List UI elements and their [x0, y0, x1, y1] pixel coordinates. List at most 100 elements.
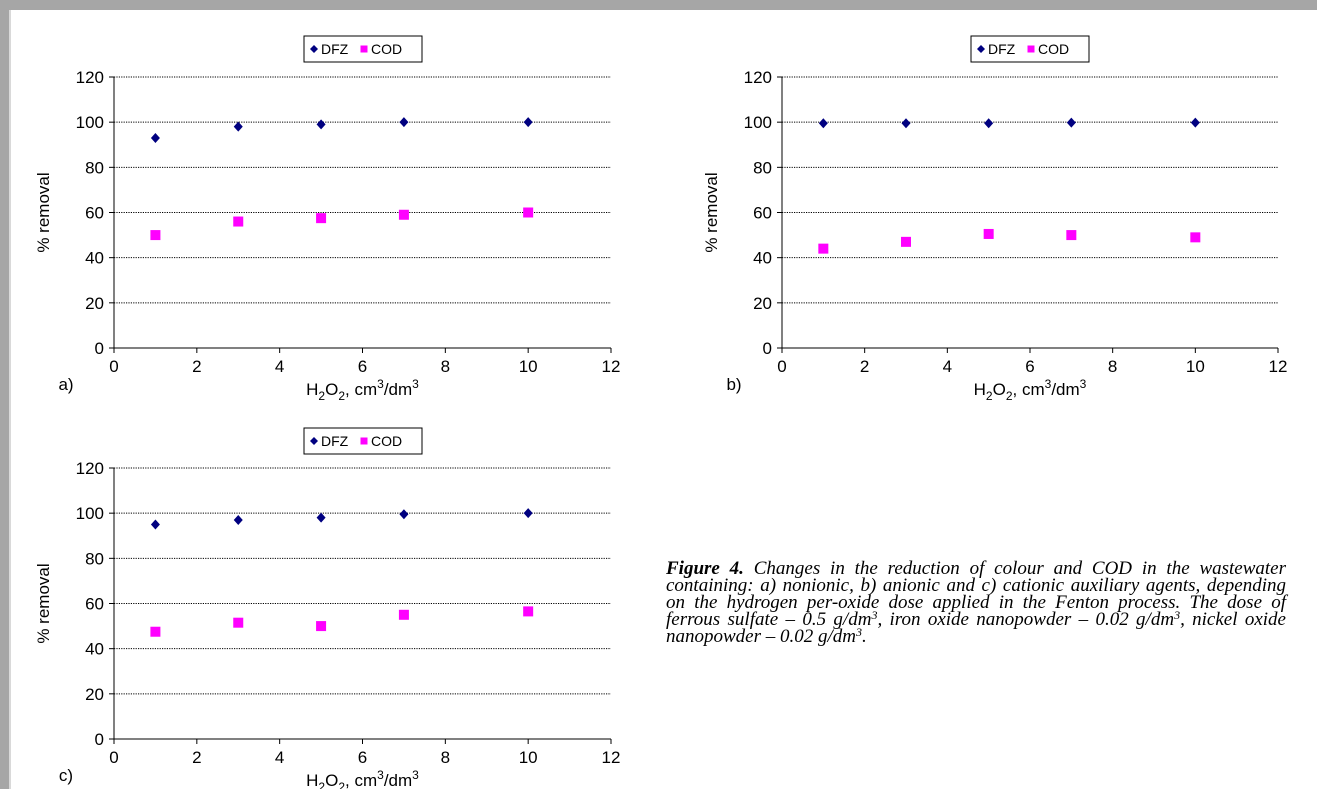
- legend-marker-square: [360, 437, 368, 445]
- data-point-diamond: [1190, 117, 1200, 128]
- x-tick-label: 10: [519, 748, 538, 767]
- legend-marker-diamond: [310, 45, 318, 53]
- figure-caption-sup-1: 3: [871, 608, 878, 622]
- data-point-square: [983, 228, 994, 239]
- y-tick-label: 0: [95, 730, 104, 749]
- data-point-diamond: [984, 118, 994, 129]
- y-tick-label: 20: [753, 294, 772, 313]
- data-point-square: [398, 209, 409, 220]
- x-tick-label: 0: [777, 357, 786, 376]
- y-tick-label: 60: [85, 204, 104, 223]
- y-tick-label: 40: [85, 249, 104, 268]
- x-tick-label: 6: [358, 748, 367, 767]
- data-point-square: [150, 230, 161, 241]
- figure-caption-sup-3: 3: [856, 625, 862, 639]
- data-point-diamond: [523, 508, 533, 519]
- x-tick-label: 0: [109, 748, 118, 767]
- data-point-diamond: [399, 509, 409, 520]
- data-point-square: [398, 609, 409, 620]
- y-tick-label: 0: [95, 339, 104, 358]
- x-tick-label: 6: [358, 357, 367, 376]
- data-point-diamond: [150, 519, 160, 530]
- frame-left-border: [0, 0, 9, 789]
- y-tick-label: 100: [744, 113, 772, 132]
- figure-caption-text-4: .: [862, 626, 867, 647]
- x-tick-label: 8: [441, 357, 450, 376]
- x-tick-label: 2: [192, 748, 201, 767]
- data-point-diamond: [233, 121, 243, 132]
- x-axis-label: H2O2, cm3/dm3: [306, 377, 419, 400]
- data-point-square: [1190, 232, 1201, 243]
- y-tick-label: 60: [753, 204, 772, 223]
- y-tick-label: 40: [85, 640, 104, 659]
- y-tick-label: 120: [744, 68, 772, 87]
- y-tick-label: 0: [763, 339, 772, 358]
- chart-panel-c: 0 20 40 60 80 100 120 0 2 4 6 8 10 12 % removal H2O2, c…: [34, 427, 621, 789]
- y-axis-label: % removal: [34, 172, 53, 252]
- legend-marker-square: [360, 45, 368, 53]
- legend-label: DFZ: [988, 41, 1016, 57]
- y-tick-label: 120: [76, 68, 104, 87]
- data-point-square: [523, 606, 534, 617]
- data-point-square: [233, 216, 244, 227]
- y-tick-label: 80: [85, 158, 104, 177]
- data-point-diamond: [316, 119, 326, 130]
- legend-marker-diamond: [310, 437, 318, 445]
- panel-label: c): [59, 766, 73, 785]
- figure-caption-label: Figure 4.: [666, 558, 744, 579]
- y-axis-label: % removal: [34, 563, 53, 643]
- data-point-square: [233, 617, 244, 628]
- x-tick-label: 4: [943, 357, 952, 376]
- y-tick-label: 100: [76, 113, 104, 132]
- legend-marker-diamond: [977, 45, 985, 53]
- figure-caption-text-2: , iron oxide nanopowder – 0.02 g/dm: [877, 609, 1175, 630]
- y-tick-label: 20: [85, 685, 104, 704]
- panel-label: b): [726, 375, 741, 394]
- x-tick-label: 10: [1186, 357, 1205, 376]
- x-tick-label: 4: [275, 748, 284, 767]
- legend-label: COD: [371, 433, 402, 449]
- x-tick-label: 2: [192, 357, 201, 376]
- y-tick-label: 20: [85, 294, 104, 313]
- x-tick-label: 10: [519, 357, 538, 376]
- data-point-diamond: [399, 117, 409, 128]
- chart-panel-b: 0 20 40 60 80 100 120 0 2 4 6 8 10 12 % removal H2O2, c…: [702, 35, 1288, 403]
- data-point-square: [150, 626, 161, 637]
- x-axis-label: H2O2, cm3/dm3: [306, 768, 419, 789]
- data-point-diamond: [1066, 117, 1076, 128]
- y-tick-label: 40: [753, 249, 772, 268]
- legend-label: COD: [1038, 41, 1069, 57]
- data-point-square: [316, 621, 327, 632]
- frame-top-border: [0, 0, 1317, 10]
- data-point-diamond: [901, 118, 911, 129]
- data-point-diamond: [818, 118, 828, 129]
- x-tick-label: 0: [109, 357, 118, 376]
- x-tick-label: 4: [275, 357, 284, 376]
- data-point-square: [316, 213, 327, 224]
- frame-left-shadow: [9, 10, 11, 789]
- data-point-square: [523, 207, 534, 218]
- x-tick-label: 12: [602, 357, 621, 376]
- legend-label: DFZ: [321, 41, 349, 57]
- figure-caption-sup-2: 3: [1174, 608, 1181, 622]
- x-tick-label: 12: [1269, 357, 1288, 376]
- data-point-square: [901, 236, 911, 247]
- x-tick-label: 8: [1108, 357, 1117, 376]
- legend-marker-square: [1027, 45, 1035, 53]
- y-axis-label: % removal: [702, 172, 721, 252]
- y-tick-label: 80: [85, 549, 104, 568]
- x-tick-label: 2: [860, 357, 869, 376]
- data-point-square: [818, 243, 829, 254]
- figure-caption: Figure 4. Changes in the reduction of co…: [666, 558, 1286, 647]
- figure-caption-text-1: Changes in the reduction of colour and C…: [666, 558, 1286, 630]
- legend-label: DFZ: [321, 433, 349, 449]
- x-tick-label: 12: [602, 748, 621, 767]
- figure-caption-text-3: , nickel oxide nanopowder – 0.02 g/dm: [666, 609, 1286, 647]
- y-tick-label: 100: [76, 504, 104, 523]
- data-point-diamond: [316, 512, 326, 523]
- x-axis-label: H2O2, cm3/dm3: [974, 377, 1087, 403]
- chart-panel-a: 0 20 40 60 80 100 120 0 2 4 6 8 10 12 % removal H2O2, c…: [34, 35, 621, 400]
- x-tick-label: 8: [441, 748, 450, 767]
- y-tick-label: 80: [753, 158, 772, 177]
- y-tick-label: 120: [76, 459, 104, 478]
